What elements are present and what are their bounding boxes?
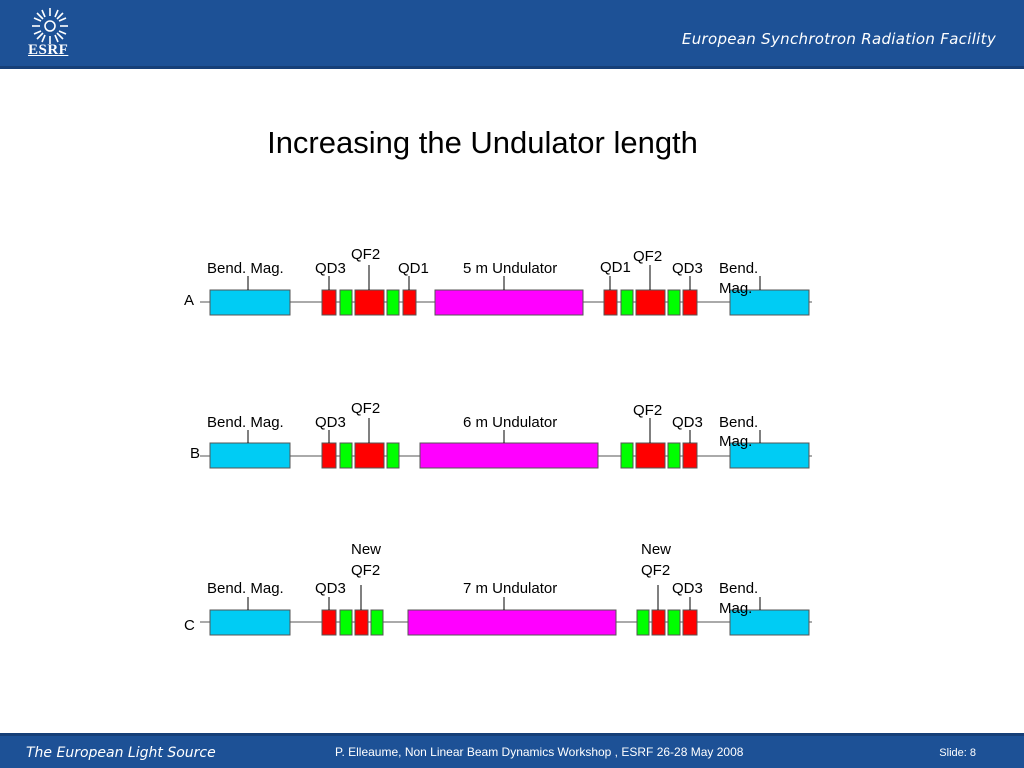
bending-magnet-right — [729, 442, 810, 469]
label-undulator: 7 m Undulator — [463, 580, 557, 597]
label-bend-right-line1: Bend. — [719, 580, 758, 597]
label-bend-right-line2: Mag. — [719, 433, 752, 450]
footer-tagline: The European Light Source — [26, 745, 216, 761]
quad-qd3-right — [682, 289, 698, 316]
quad-new-qf2-right — [651, 609, 666, 636]
label-qd3-left: QD3 — [315, 414, 346, 431]
quad-qf2-left — [354, 442, 385, 469]
label-bend-right-line1: Bend. — [719, 260, 758, 277]
footer-citation: P. Elleaume, Non Linear Beam Dynamics Wo… — [335, 745, 744, 759]
quad-green — [636, 609, 650, 636]
quad-green — [667, 442, 681, 469]
row-letter: C — [184, 617, 195, 634]
label-undulator: 6 m Undulator — [463, 414, 557, 431]
quad-green — [386, 289, 400, 316]
header-bar — [0, 0, 1024, 66]
label-qf2-right: QF2 — [633, 402, 662, 419]
bending-magnet-left — [209, 442, 291, 469]
undulator — [434, 289, 584, 316]
label-new-qf2-right-line1: New — [641, 541, 671, 558]
label-bend-right-line2: Mag. — [719, 600, 752, 617]
row-letter: B — [190, 445, 200, 462]
quad-green — [339, 289, 353, 316]
label-bend-right-line1: Bend. — [719, 414, 758, 431]
quad-qd1-right — [603, 289, 618, 316]
label-qd3-right: QD3 — [672, 414, 703, 431]
quad-green — [339, 609, 353, 636]
label-new-qf2-right-line2: QF2 — [641, 562, 670, 579]
quad-new-qf2-left — [354, 609, 369, 636]
lattice-row-b: B Bend. Mag. QD3 QF2 6 m Undulator QF2 Q… — [190, 400, 812, 469]
bending-magnet-right — [729, 289, 810, 316]
label-bend-right-line2: Mag. — [719, 280, 752, 297]
label-qf2-right: QF2 — [633, 248, 662, 265]
quad-qd3-right — [682, 609, 698, 636]
quad-qd1-left — [402, 289, 417, 316]
bending-magnet-right — [729, 609, 810, 636]
esrf-logo-text: ESRF — [28, 42, 69, 58]
bending-magnet-left — [209, 609, 291, 636]
quad-qf2-left — [354, 289, 385, 316]
quad-green — [620, 289, 634, 316]
quad-qd3-right — [682, 442, 698, 469]
slide-number: Slide: 8 — [939, 747, 976, 759]
lattice-row-c: C Bend. Mag. QD3 New QF2 7 m Undulator N… — [184, 541, 812, 636]
footer-bar — [0, 736, 1024, 768]
organization-name: European Synchrotron Radiation Facility — [681, 30, 996, 48]
quad-green — [667, 609, 681, 636]
quad-green — [386, 442, 400, 469]
slide-title: Increasing the Undulator length — [267, 125, 698, 160]
label-qf2-left: QF2 — [351, 400, 380, 417]
quad-green — [667, 289, 681, 316]
label-qd3-right: QD3 — [672, 580, 703, 597]
undulator — [419, 442, 599, 469]
quad-green — [339, 442, 353, 469]
quad-qf2-right — [635, 289, 666, 316]
footer-divider — [0, 733, 1024, 736]
label-qf2-left: QF2 — [351, 246, 380, 263]
undulator — [407, 609, 617, 636]
label-bend-mag-left: Bend. Mag. — [207, 580, 284, 597]
esrf-starburst-icon — [32, 8, 68, 44]
label-qd3-right: QD3 — [672, 260, 703, 277]
row-letter: A — [184, 292, 194, 309]
quad-qd3-left — [321, 442, 337, 469]
label-qd1-right: QD1 — [600, 259, 631, 276]
label-qd3-left: QD3 — [315, 260, 346, 277]
lattice-row-a: A Bend. Mag. QD3 QF2 QD1 5 m Undulator Q… — [184, 246, 812, 316]
quad-green — [370, 609, 384, 636]
quad-green — [620, 442, 634, 469]
label-bend-mag-left: Bend. Mag. — [207, 414, 284, 431]
label-qd1-left: QD1 — [398, 260, 429, 277]
header-divider — [0, 66, 1024, 69]
quad-qd3-left — [321, 609, 337, 636]
quad-qd3-left — [321, 289, 337, 316]
quad-qf2-right — [635, 442, 666, 469]
label-qd3-left: QD3 — [315, 580, 346, 597]
label-new-qf2-left-line1: New — [351, 541, 381, 558]
label-new-qf2-left-line2: QF2 — [351, 562, 380, 579]
label-bend-mag-left: Bend. Mag. — [207, 260, 284, 277]
label-undulator: 5 m Undulator — [463, 260, 557, 277]
bending-magnet-left — [209, 289, 291, 316]
